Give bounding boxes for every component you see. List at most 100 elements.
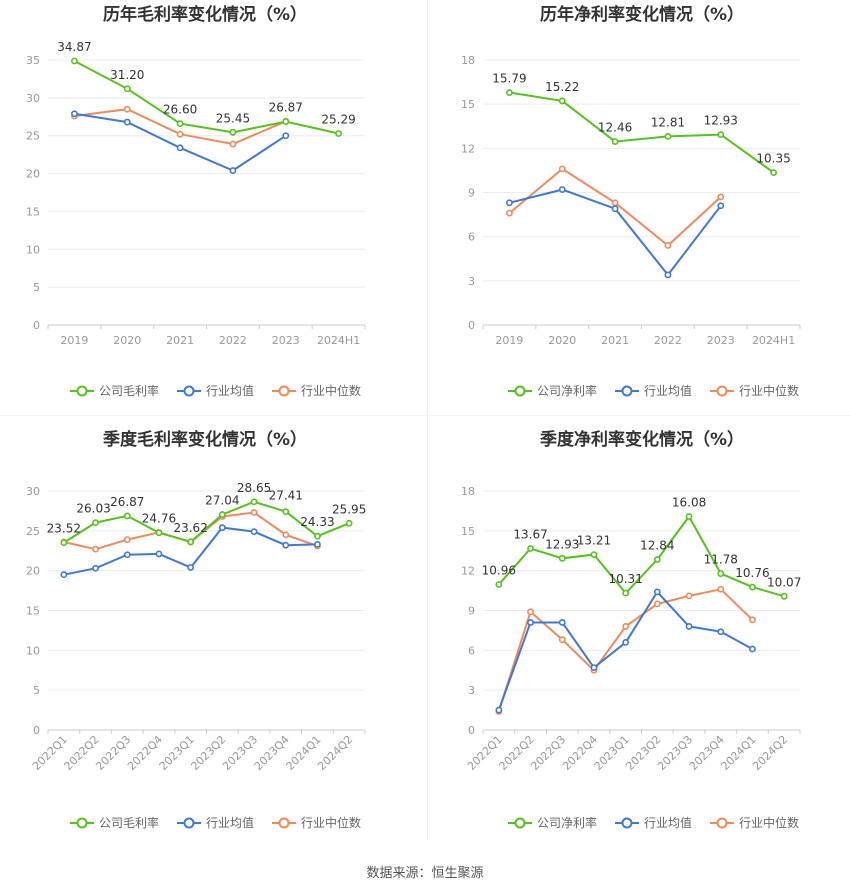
vertical-divider (427, 0, 428, 840)
data-label: 12.46 (598, 121, 632, 135)
data-point (282, 132, 290, 140)
data-label: 10.07 (767, 575, 801, 589)
data-point (653, 588, 661, 596)
series-company (506, 89, 777, 177)
data-point (71, 110, 78, 118)
data-point (250, 498, 258, 506)
data-point (506, 199, 513, 207)
legend-label: 公司净利率 (537, 815, 597, 830)
data-point (717, 628, 725, 636)
legend-swatch-marker (621, 385, 633, 397)
data-point (218, 524, 226, 532)
data-point (187, 538, 195, 546)
legend-label: 行业均值 (206, 815, 254, 830)
legend-label: 行业中位数 (739, 383, 799, 398)
legend-item-company[interactable]: 公司毛利率 (70, 383, 159, 398)
data-label: 15.22 (545, 80, 579, 94)
legend-item-company[interactable]: 公司净利率 (508, 383, 597, 398)
legend-swatch-marker (76, 817, 88, 829)
data-point (611, 138, 619, 145)
legend-item-industry-median[interactable]: 行业中位数 (272, 815, 361, 830)
data-point (495, 706, 503, 714)
data-point (558, 165, 566, 173)
data-point (229, 140, 237, 148)
series-company (60, 498, 353, 547)
y-tick-label: 3 (468, 684, 475, 697)
data-point (123, 536, 131, 543)
x-tick-label: 2019 (60, 334, 88, 347)
data-label: 25.95 (332, 502, 366, 516)
data-label: 12.81 (651, 115, 685, 129)
chart-title: 历年毛利率变化情况（%） (103, 4, 307, 25)
data-label: 11.78 (704, 553, 738, 567)
legend-item-company[interactable]: 公司净利率 (508, 815, 597, 830)
data-label: 25.45 (216, 111, 250, 125)
data-point (60, 571, 68, 579)
data-point (749, 645, 756, 653)
data-label: 23.52 (47, 522, 81, 536)
y-tick-label: 9 (468, 605, 475, 618)
legend-swatch-marker (183, 817, 195, 829)
legend-item-industry-avg[interactable]: 行业均值 (615, 815, 692, 830)
data-point (685, 623, 693, 630)
data-point (590, 551, 598, 559)
data-point (123, 105, 131, 113)
legend-item-company[interactable]: 公司毛利率 (70, 815, 159, 830)
legend-label: 行业中位数 (301, 815, 361, 830)
legend-label: 行业均值 (644, 815, 692, 830)
data-point (71, 57, 78, 65)
legend-item-industry-median[interactable]: 行业中位数 (710, 815, 799, 830)
chart-title: 季度毛利率变化情况（%） (103, 429, 307, 450)
x-tick-label: 2024Q2 (750, 733, 790, 773)
data-point (622, 623, 630, 630)
legend-item-industry-median[interactable]: 行业中位数 (710, 383, 799, 398)
data-point (664, 133, 672, 140)
legend-item-industry-avg[interactable]: 行业均值 (615, 383, 692, 398)
legend-swatch-marker (183, 385, 195, 397)
series-industry-avg (506, 186, 725, 279)
series-line (73, 60, 339, 135)
y-tick-label: 15 (26, 605, 40, 618)
data-point (123, 118, 131, 126)
data-point (653, 556, 661, 563)
data-point (527, 619, 534, 626)
data-point (685, 513, 693, 520)
data-point (345, 519, 353, 527)
legend-label: 行业中位数 (739, 815, 799, 830)
y-tick-label: 12 (461, 565, 475, 578)
y-tick-label: 6 (468, 644, 475, 657)
data-point (123, 85, 131, 93)
data-label: 10.35 (756, 152, 790, 166)
y-tick-label: 10 (26, 243, 40, 256)
y-tick-label: 20 (26, 565, 40, 578)
data-point (558, 554, 566, 562)
data-point (717, 202, 725, 210)
y-tick-label: 15 (26, 205, 40, 218)
legend-label: 公司毛利率 (99, 815, 159, 830)
data-point (611, 199, 619, 207)
data-point (187, 564, 195, 571)
data-point (155, 529, 163, 537)
data-point (664, 271, 672, 279)
legend-swatch-marker (514, 817, 526, 829)
data-point (250, 509, 258, 516)
series-industry-avg (495, 588, 756, 714)
data-label: 27.04 (205, 494, 239, 508)
legend-item-industry-median[interactable]: 行业中位数 (272, 383, 361, 398)
data-point (155, 550, 163, 558)
x-tick-label: 2023 (272, 334, 300, 347)
data-point (527, 545, 534, 552)
data-label: 10.76 (735, 566, 769, 580)
y-tick-label: 10 (26, 644, 40, 657)
series-line (498, 514, 785, 598)
y-tick-label: 5 (33, 281, 40, 294)
y-tick-label: 5 (33, 684, 40, 697)
data-point (717, 193, 725, 201)
series-industry-median (495, 585, 756, 715)
x-tick-label: 2022 (219, 334, 247, 347)
data-label: 26.60 (163, 103, 197, 117)
y-tick-label: 25 (26, 130, 40, 143)
legend-item-industry-avg[interactable]: 行业均值 (177, 383, 254, 398)
legend-item-industry-avg[interactable]: 行业均值 (177, 815, 254, 830)
legend-label: 公司毛利率 (99, 383, 159, 398)
